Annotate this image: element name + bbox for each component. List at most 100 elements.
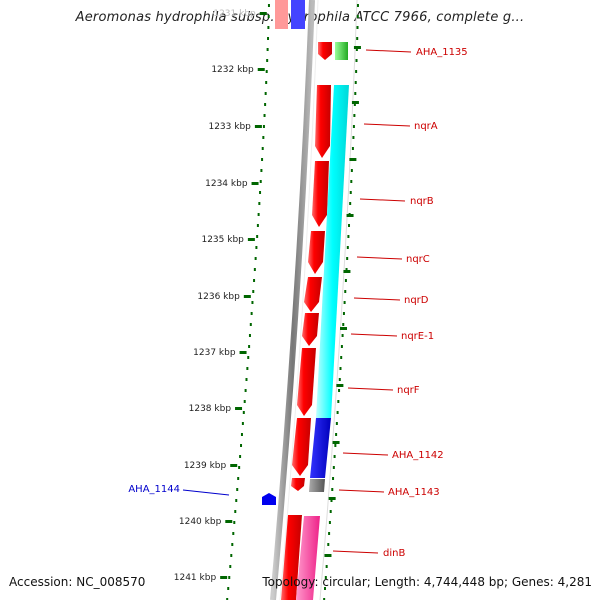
outer-ruler-dot — [328, 532, 331, 535]
ruler-dot — [261, 158, 264, 161]
ruler-dot — [248, 345, 251, 348]
ruler-dot — [228, 576, 231, 579]
ruler-dot — [259, 180, 262, 183]
gene-nqrF — [297, 348, 316, 416]
outer-ruler-dot — [335, 433, 338, 436]
ruler-dot — [262, 136, 265, 139]
ruler-dot — [255, 246, 258, 249]
ruler-dot — [253, 268, 256, 271]
outer-ruler-dot — [346, 246, 349, 249]
outer-ruler-dot — [355, 59, 358, 62]
ruler-dot — [264, 103, 267, 106]
gene-leader-line — [365, 49, 412, 53]
ruler-dot — [264, 92, 267, 95]
ruler-dot — [257, 213, 260, 216]
ruler-tick-label: 1231 kbp — [213, 9, 256, 19]
gene-aha1135 — [318, 42, 332, 60]
ruler-dot — [252, 290, 255, 293]
ruler-dot — [242, 411, 245, 414]
ruler-dot — [267, 37, 270, 40]
ruler-dot — [256, 224, 259, 227]
ruler-tick — [220, 576, 228, 579]
ruler-dot — [240, 444, 243, 447]
ruler-tick-label: 1232 kbp — [211, 65, 254, 75]
blue-block — [310, 418, 331, 478]
ruler-tick — [257, 68, 265, 71]
outer-ruler-dot — [328, 521, 331, 524]
gene-leader-line — [350, 333, 398, 337]
outer-ruler-dot — [353, 114, 356, 117]
outer-ruler-tick — [340, 327, 348, 330]
gene-label: dinB — [383, 548, 405, 559]
ruler-dot — [244, 389, 247, 392]
cyan-track — [316, 85, 349, 418]
gene-aha1144 — [262, 493, 276, 505]
gene-aha1135-green — [335, 42, 348, 60]
outer-ruler-dot — [332, 477, 335, 480]
ruler-tick — [235, 407, 243, 410]
outer-ruler-dot — [347, 235, 350, 238]
ruler-dot — [227, 587, 230, 590]
ruler-tick-label: 1239 kbp — [184, 461, 227, 471]
ruler-dot — [233, 521, 236, 524]
outer-ruler-dot — [335, 422, 338, 425]
gene-leader-line — [353, 297, 401, 301]
gene-nqrC — [308, 231, 325, 274]
ruler-dot — [234, 510, 237, 513]
ruler-dot — [258, 202, 261, 205]
outer-ruler-dot — [336, 411, 339, 414]
gene-leader-line — [347, 387, 394, 391]
ruler-tick-label: 1240 kbp — [179, 517, 222, 527]
ruler-dot — [263, 114, 266, 117]
ruler-dot — [232, 532, 235, 535]
outer-ruler-dot — [340, 345, 343, 348]
outer-ruler-dot — [339, 367, 342, 370]
outer-ruler-dot — [349, 191, 352, 194]
outer-ruler-dot — [344, 279, 347, 282]
gene-leader-line — [338, 489, 385, 493]
ruler-dot — [261, 147, 264, 150]
outer-ruler-tick — [353, 46, 361, 49]
outer-ruler-dot — [344, 290, 347, 293]
outer-ruler-dot — [355, 70, 358, 73]
outer-ruler-dot — [354, 92, 357, 95]
ruler-tick-label: 1234 kbp — [205, 179, 248, 189]
outer-ruler-tick — [346, 214, 354, 217]
ruler-tick-label: 1235 kbp — [201, 235, 244, 245]
outer-ruler-dot — [353, 103, 356, 106]
outer-ruler-dot — [356, 15, 359, 18]
outer-ruler-dot — [346, 257, 349, 260]
ruler-dot — [235, 499, 238, 502]
ruler-dot — [226, 598, 229, 600]
ruler-tick — [225, 520, 233, 523]
gene-label: AHA_1143 — [388, 487, 440, 498]
ruler-tick — [254, 125, 262, 128]
outer-ruler-dot — [355, 48, 358, 51]
ruler-dot — [245, 378, 248, 381]
outer-ruler-dot — [356, 37, 359, 40]
outer-ruler-dot — [337, 400, 340, 403]
ruler-dot — [251, 301, 254, 304]
ruler-dot — [260, 169, 263, 172]
ruler-dot — [238, 466, 241, 469]
outer-ruler-dot — [331, 488, 334, 491]
outer-ruler-dot — [350, 180, 353, 183]
ruler-tick-label: 1233 kbp — [208, 122, 251, 132]
ruler-dotted-track — [226, 4, 361, 600]
outer-ruler-dot — [341, 334, 344, 337]
backbone-outer-line — [319, 0, 358, 600]
backbone-inner-line — [279, 0, 319, 600]
ruler-dot — [237, 477, 240, 480]
ruler-dot — [246, 367, 249, 370]
outer-ruler-dot — [338, 378, 341, 381]
outer-ruler-tick — [332, 441, 340, 444]
outer-ruler-dot — [329, 510, 332, 513]
outer-ruler-dot — [349, 202, 352, 205]
outer-ruler-tick — [343, 270, 351, 273]
outer-ruler-dot — [325, 565, 328, 568]
outer-ruler-dot — [354, 81, 357, 84]
ruler-dot — [254, 257, 257, 260]
backbone-arc — [270, 0, 315, 600]
